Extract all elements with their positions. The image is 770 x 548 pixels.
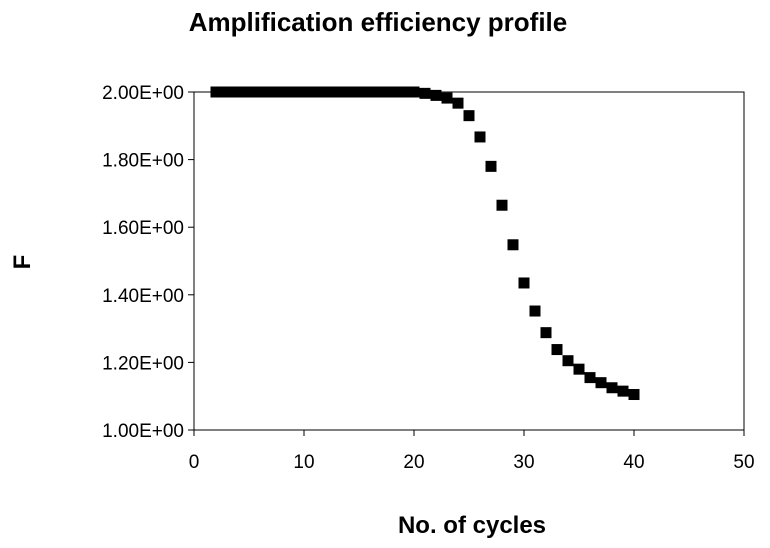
data-point xyxy=(496,199,508,211)
data-point xyxy=(595,377,607,389)
data-point xyxy=(397,86,409,98)
data-point xyxy=(276,86,288,98)
y-axis-ticks: 1.00E+00 1.20E+00 1.40E+00 1.60E+00 1.80E+00… xyxy=(102,83,194,442)
data-point xyxy=(243,86,255,98)
data-point xyxy=(573,363,585,375)
data-point xyxy=(298,86,310,98)
data-point xyxy=(617,385,629,397)
y-tick-label: 1.40E+00 xyxy=(102,286,184,307)
y-tick-label: 1.80E+00 xyxy=(102,151,184,172)
data-point xyxy=(441,92,453,104)
x-tick-label: 10 xyxy=(293,452,314,473)
data-point xyxy=(254,86,266,98)
data-point xyxy=(386,86,398,98)
data-point xyxy=(265,86,277,98)
data-point xyxy=(419,87,431,99)
data-point xyxy=(551,344,563,356)
data-point xyxy=(375,86,387,98)
data-point xyxy=(562,355,574,367)
x-tick-label: 40 xyxy=(623,452,644,473)
data-point xyxy=(518,277,530,289)
y-axis-label: F xyxy=(9,255,36,270)
data-point xyxy=(507,239,519,251)
data-point xyxy=(529,305,541,317)
data-point xyxy=(309,86,321,98)
data-point xyxy=(331,86,343,98)
data-point xyxy=(342,86,354,98)
data-point xyxy=(320,86,332,98)
x-axis-ticks: 0 10 20 30 40 50 xyxy=(189,430,755,473)
chart-title: Amplification efficiency profile xyxy=(189,7,568,37)
data-point xyxy=(606,382,618,394)
data-point xyxy=(452,97,464,109)
data-point xyxy=(364,86,376,98)
x-axis-label: No. of cycles xyxy=(398,512,546,539)
x-tick-label: 0 xyxy=(189,452,200,473)
data-point xyxy=(584,372,596,384)
data-point xyxy=(353,86,365,98)
y-tick-label: 1.00E+00 xyxy=(102,421,184,442)
data-point xyxy=(287,86,299,98)
x-tick-label: 30 xyxy=(513,452,534,473)
data-point xyxy=(430,89,442,101)
data-point xyxy=(540,327,552,339)
y-tick-label: 1.20E+00 xyxy=(102,353,184,374)
data-points xyxy=(210,86,640,401)
data-point xyxy=(628,389,640,401)
data-point xyxy=(474,131,486,143)
x-tick-label: 20 xyxy=(403,452,424,473)
data-point xyxy=(210,86,222,98)
data-point xyxy=(232,86,244,98)
data-point xyxy=(408,86,420,98)
y-tick-label: 1.60E+00 xyxy=(102,218,184,239)
plot-area xyxy=(193,91,745,431)
data-point xyxy=(463,110,475,122)
data-point xyxy=(485,160,497,172)
x-tick-label: 50 xyxy=(733,452,754,473)
y-tick-label: 2.00E+00 xyxy=(102,83,184,104)
data-point xyxy=(221,86,233,98)
